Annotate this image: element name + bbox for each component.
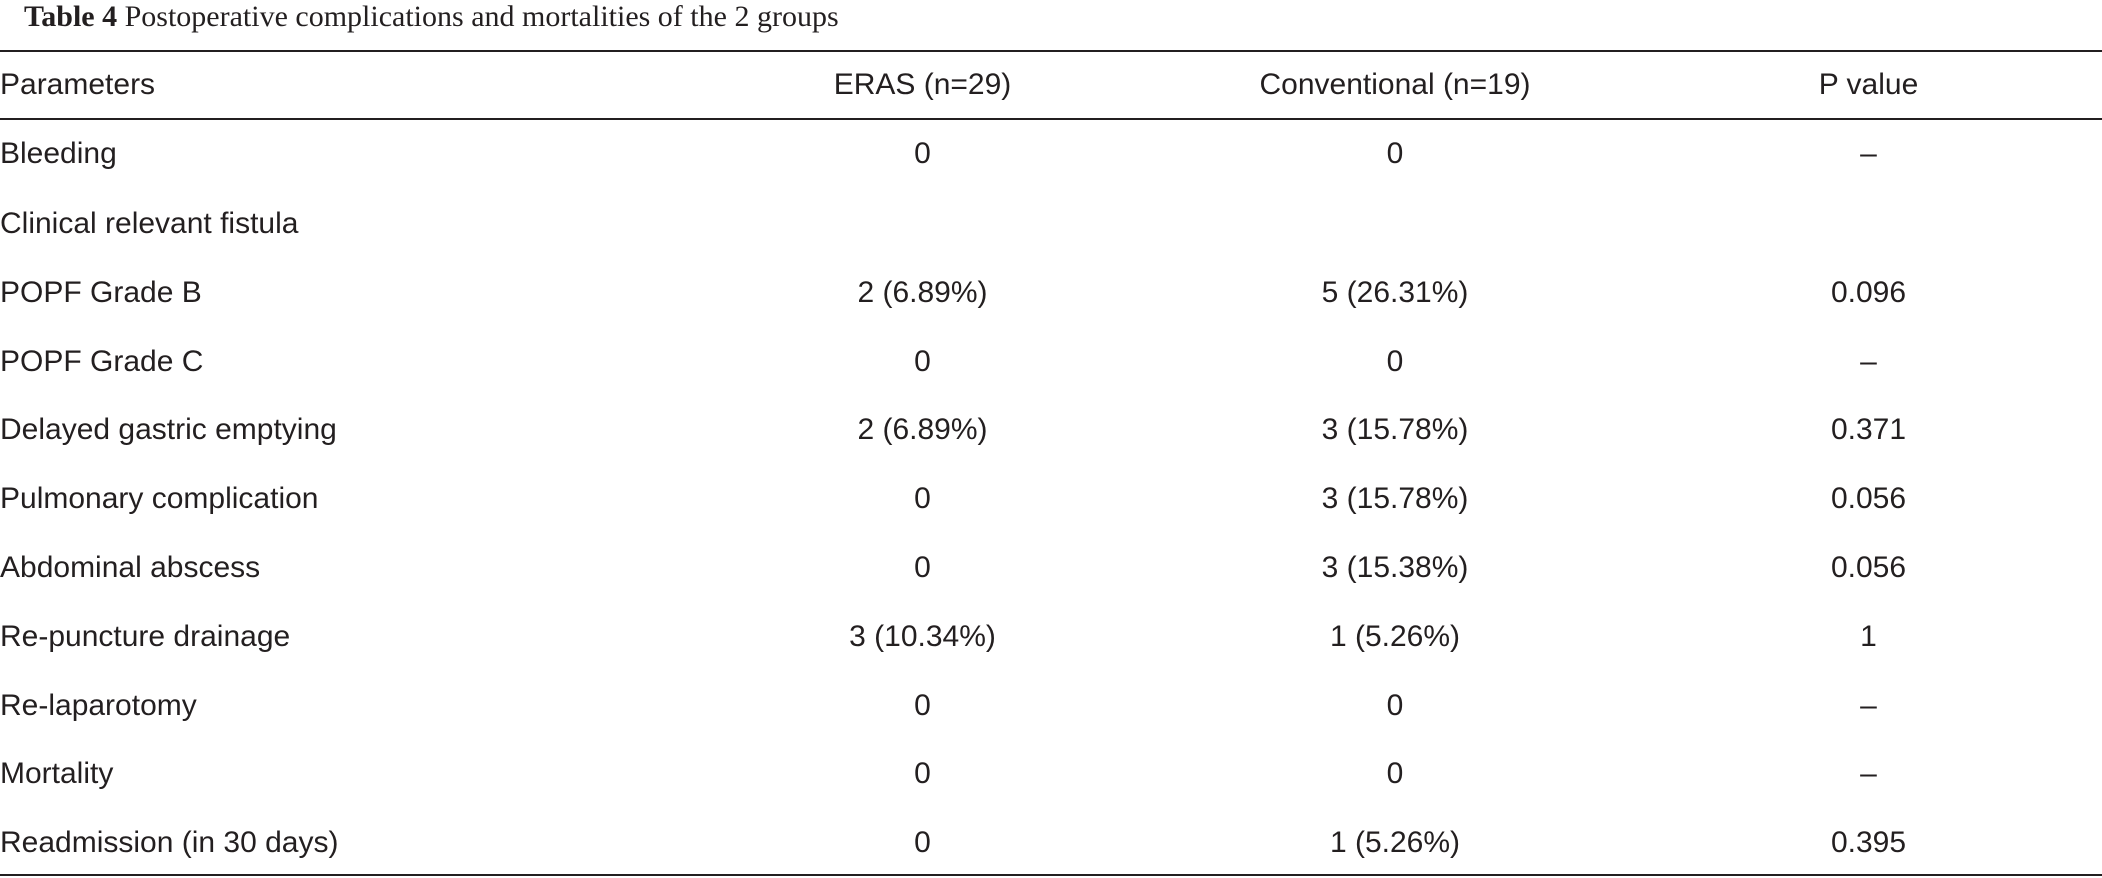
parameter-cell: Mortality — [0, 757, 114, 791]
column-header-p-value: P value — [1818, 68, 1919, 101]
header-row: Parameters ERAS (n=29) Conventional (n=1… — [0, 52, 2102, 118]
top-rule — [0, 50, 2102, 52]
conventional-cell: 5 (26.31%) — [1321, 275, 1469, 309]
eras-cell: 0 — [914, 137, 931, 170]
table-row: Abdominal abscess 0 3 (15.38%) 0.056 — [0, 534, 2102, 603]
column-header-eras: ERAS (n=29) — [833, 68, 1012, 101]
header-rule — [0, 118, 2102, 120]
table-row: Re-laparotomy 0 0 – — [0, 672, 2102, 741]
conventional-cell — [1155, 190, 1635, 259]
p-value-cell — [1635, 190, 2102, 259]
eras-cell: 0 — [914, 826, 931, 860]
parameter-cell: Pulmonary complication — [0, 482, 319, 516]
table-row: Bleeding 0 0 – — [0, 118, 2102, 190]
conventional-cell: 1 (5.26%) — [1329, 826, 1461, 860]
parameter-cell: Delayed gastric emptying — [0, 413, 337, 447]
table-row: POPF Grade B 2 (6.89%) 5 (26.31%) 0.096 — [0, 259, 2102, 328]
conventional-cell: 1 (5.26%) — [1329, 619, 1461, 653]
eras-cell: 0 — [914, 344, 931, 378]
column-header-conventional: Conventional (n=19) — [1259, 68, 1531, 101]
eras-cell: 0 — [914, 757, 931, 791]
table-row: POPF Grade C 0 0 – — [0, 328, 2102, 397]
table-number: Table 4 — [24, 0, 118, 33]
p-value-cell: – — [1860, 688, 1877, 722]
bottom-rule — [0, 874, 2102, 876]
table-row: Pulmonary complication 0 3 (15.78%) 0.05… — [0, 465, 2102, 534]
table-row: Clinical relevant fistula — [0, 190, 2102, 259]
eras-cell: 3 (10.34%) — [849, 619, 996, 653]
eras-cell: 0 — [914, 482, 931, 516]
parameter-cell: POPF Grade B — [0, 275, 202, 309]
parameter-cell: Abdominal abscess — [0, 550, 261, 584]
eras-cell: 0 — [914, 550, 931, 584]
p-value-cell: – — [1860, 344, 1877, 378]
p-value-cell: 1 — [1860, 619, 1877, 653]
p-value-cell: 0.395 — [1830, 826, 1907, 860]
parameter-cell: Re-laparotomy — [0, 688, 197, 722]
parameter-cell: Readmission (in 30 days) — [0, 826, 339, 860]
parameter-cell: POPF Grade C — [0, 344, 204, 378]
p-value-cell: – — [1860, 137, 1877, 170]
conventional-cell: 0 — [1386, 137, 1404, 170]
table-caption: Table 4 Postoperative complications and … — [24, 0, 839, 34]
p-value-cell: 0.371 — [1830, 413, 1907, 447]
table-title: Postoperative complications and mortalit… — [124, 0, 839, 33]
conventional-cell: 3 (15.78%) — [1321, 413, 1469, 447]
conventional-cell: 0 — [1386, 757, 1404, 791]
table-row: Readmission (in 30 days) 0 1 (5.26%) 0.3… — [0, 809, 2102, 878]
table-row: Re-puncture drainage 3 (10.34%) 1 (5.26%… — [0, 603, 2102, 672]
eras-cell: 2 (6.89%) — [857, 413, 988, 447]
parameter-cell: Re-puncture drainage — [0, 619, 291, 653]
eras-cell — [690, 190, 1155, 259]
conventional-cell: 3 (15.38%) — [1321, 550, 1469, 584]
parameter-cell: Bleeding — [0, 137, 117, 170]
column-header-parameters: Parameters — [0, 68, 156, 101]
table-row: Delayed gastric emptying 2 (6.89%) 3 (15… — [0, 396, 2102, 465]
parameter-cell: Clinical relevant fistula — [0, 207, 299, 240]
p-value-cell: 0.096 — [1830, 275, 1907, 309]
p-value-cell: 0.056 — [1830, 482, 1907, 516]
conventional-cell: 0 — [1386, 688, 1404, 722]
eras-cell: 0 — [914, 688, 931, 722]
p-value-cell: – — [1860, 757, 1877, 791]
conventional-cell: 3 (15.78%) — [1321, 482, 1469, 516]
p-value-cell: 0.056 — [1830, 550, 1907, 584]
conventional-cell: 0 — [1386, 344, 1404, 378]
eras-cell: 2 (6.89%) — [857, 275, 988, 309]
table-row: Mortality 0 0 – — [0, 740, 2102, 809]
complications-table: Parameters ERAS (n=29) Conventional (n=1… — [0, 52, 2102, 878]
